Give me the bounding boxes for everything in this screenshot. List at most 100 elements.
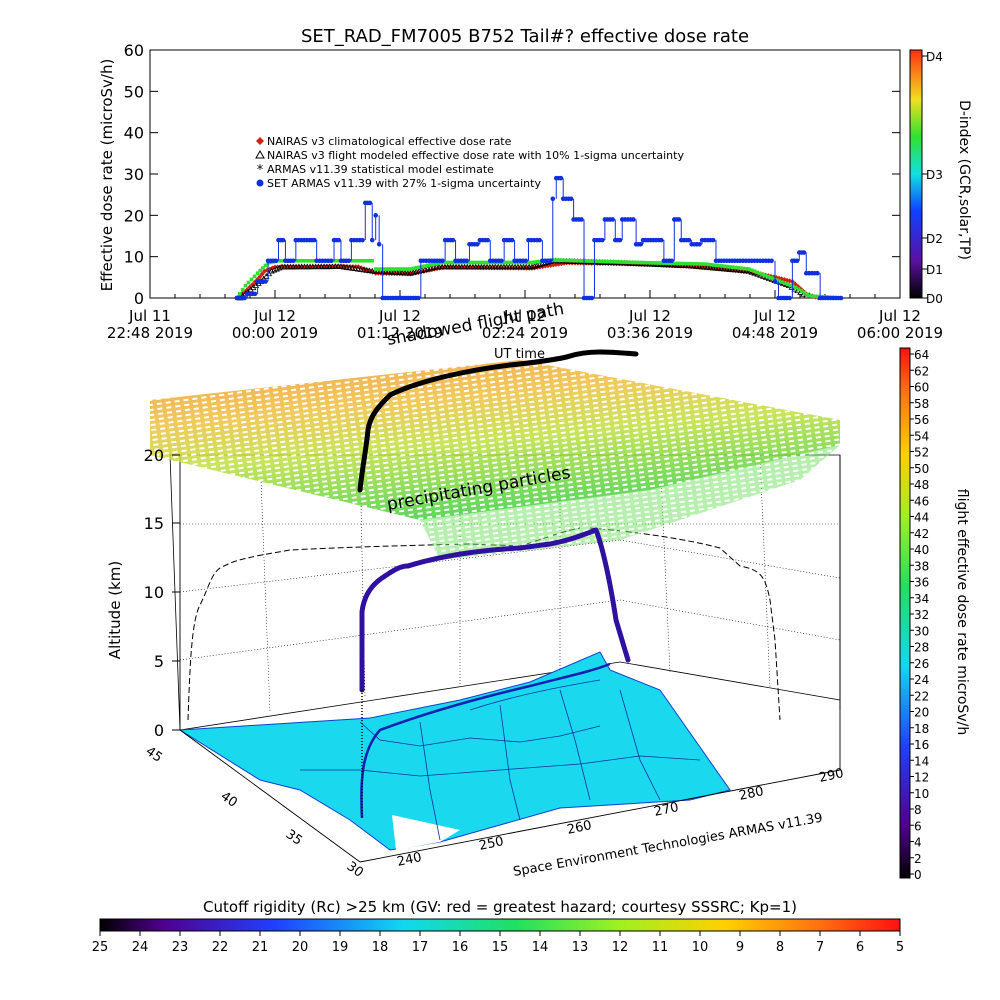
armas-model-point [791, 284, 795, 289]
armas-model-point [408, 267, 413, 271]
set-armas-point [815, 270, 820, 276]
armas-model-point [442, 260, 447, 265]
altitude-ticks: 0 5 10 15 20 [144, 446, 180, 740]
x-tick-label-date: Jul 12 [878, 307, 921, 325]
set-armas-point [290, 258, 296, 264]
top-chart-marks [234, 175, 844, 301]
dose-rate-tick-label: 60 [914, 381, 929, 395]
top-chart-legend: NAIRAS v3 climatological effective dose … [255, 135, 684, 190]
armas-model-point [472, 260, 477, 265]
set-armas-point [242, 295, 247, 301]
set-armas-point [263, 279, 268, 284]
armas-model-point [505, 260, 510, 265]
set-armas-point [686, 237, 692, 243]
nairas-flight-point [343, 264, 350, 270]
armas-model-point [675, 261, 680, 266]
d-index-tick-label: D3 [926, 168, 943, 182]
cutoff-rigidity-tick-label: 25 [92, 940, 109, 955]
armas-model-point [799, 289, 804, 293]
set-armas-point [360, 237, 365, 243]
armas-model-point [662, 261, 666, 265]
armas-model-point [747, 267, 751, 271]
longitude-tick-label: 270 [653, 800, 680, 820]
y-tick-label: 10 [124, 248, 144, 267]
armas-model-point [741, 266, 746, 271]
particle-sheet-lower-texture [420, 445, 840, 560]
armas-model-point [508, 260, 512, 265]
armas-model-point [634, 260, 638, 265]
set-armas-point [787, 295, 792, 301]
dose-rate-tick-label: 16 [914, 738, 929, 752]
armas-model-point [243, 283, 248, 288]
set-armas-point [280, 237, 286, 243]
armas-model-point [353, 259, 358, 263]
armas-model-point [617, 260, 622, 264]
y-tick-label: 30 [124, 165, 144, 184]
armas-model-point [700, 262, 705, 266]
armas-model-point [405, 267, 410, 271]
armas-model-point [695, 262, 700, 266]
armas-model-point [309, 259, 314, 263]
armas-model-point [556, 258, 561, 262]
latitude-tick-label: 40 [218, 789, 240, 811]
armas-model-point [307, 259, 311, 263]
dose-rate-colorbar-ticks: 0246810121416182022242628303234363840424… [910, 348, 929, 882]
armas-model-point [279, 259, 284, 263]
armas-model-point [595, 259, 600, 264]
armas-model-point [425, 263, 430, 268]
cutoff-rigidity-tick-label: 8 [776, 940, 784, 955]
armas-model-point [725, 264, 730, 269]
nairas-climatological-point [259, 271, 265, 277]
armas-model-point [564, 258, 569, 263]
armas-model-point [395, 267, 399, 271]
cutoff-rigidity-colorbar [99, 918, 901, 932]
armas-model-point [587, 259, 591, 263]
armas-model-point [752, 269, 757, 274]
set-armas-point [838, 295, 844, 301]
armas-model-point [351, 259, 355, 263]
armas-model-point [434, 261, 438, 266]
dose-rate-tick-label: 18 [914, 722, 929, 736]
armas-model-point [684, 261, 688, 266]
armas-model-point [766, 274, 771, 279]
legend-label: ARMAS v11.39 statistical model estimate [267, 163, 494, 176]
set-armas-point [440, 258, 445, 264]
set-armas-point [669, 258, 675, 264]
altitude-tick-label: 0 [154, 721, 164, 740]
dose-rate-tick-label: 2 [914, 852, 922, 866]
x-tick-label-time: 22:48 2019 [107, 324, 193, 342]
armas-model-point [614, 260, 619, 264]
set-armas-point [617, 237, 623, 243]
set-armas-point [710, 237, 716, 243]
armas-model-point [678, 261, 683, 266]
particle-sheet-texture [150, 360, 840, 520]
set-armas-point [568, 196, 574, 202]
set-armas-point [558, 175, 564, 181]
armas-model-point [777, 279, 782, 283]
latitude-tick-label: 45 [143, 744, 165, 766]
dose-rate-tick-label: 40 [914, 543, 929, 557]
armas-model-point [816, 294, 821, 299]
d-index-label: D-index (GCR,solar,TP) [956, 100, 972, 260]
cutoff-rigidity-tick-label: 5 [896, 940, 904, 955]
armas-model-point [584, 259, 588, 263]
set-armas-point [638, 241, 644, 247]
ground-track [360, 662, 611, 819]
armas-model-point [237, 292, 242, 296]
armas-model-point [813, 294, 818, 299]
cutoff-rigidity-tick-label: 19 [332, 940, 349, 955]
armas-model-point [469, 260, 474, 265]
cutoff-rigidity-title: Cutoff rigidity (Rc) >25 km (GV: red = g… [203, 898, 797, 916]
ocean-patch [392, 815, 460, 850]
armas-model-point [387, 267, 391, 271]
nairas-flight-point [349, 264, 356, 271]
armas-model-point [384, 267, 389, 271]
armas-model-point [687, 261, 691, 266]
x-tick-label-time: 06:00 2019 [857, 324, 943, 342]
box-edges [170, 454, 841, 863]
dose-rate-tick-label: 20 [914, 706, 929, 720]
armas-model-point [796, 287, 801, 292]
altitude-tick-label: 20 [144, 446, 164, 465]
shadow-curve-right [589, 527, 781, 721]
